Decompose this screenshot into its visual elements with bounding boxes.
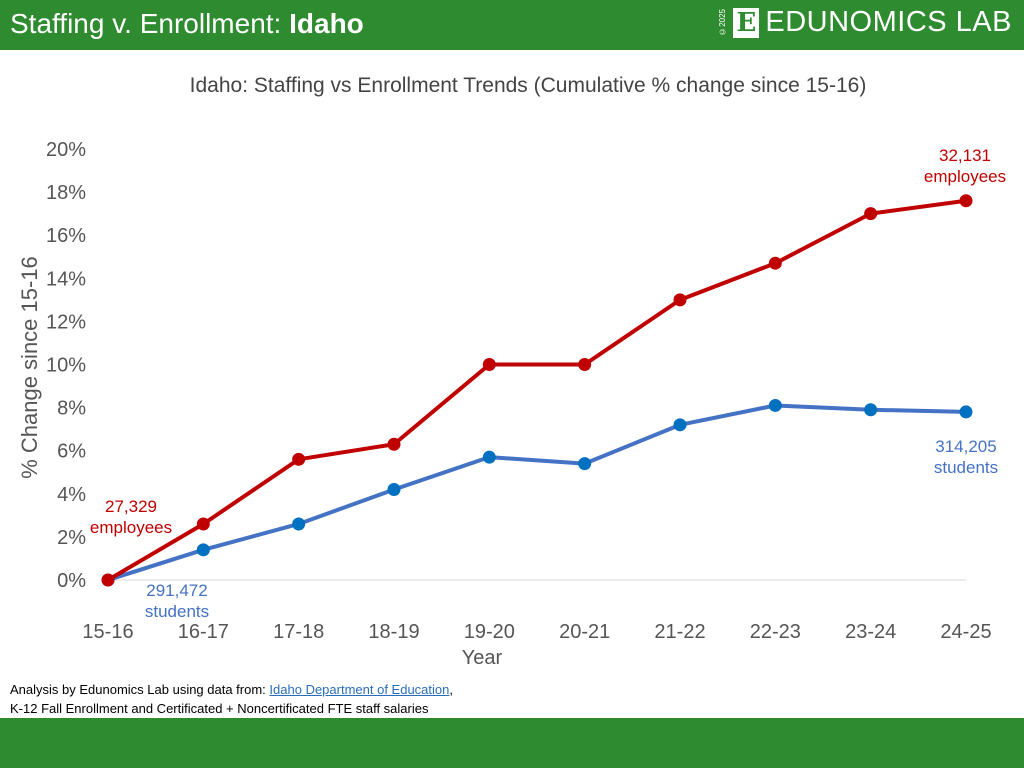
x-tick-label: 22-23: [750, 621, 801, 643]
source-line2: K-12 Fall Enrollment and Certificated + …: [10, 701, 429, 716]
enrollment-start-label: students: [145, 602, 209, 621]
enrollment-end-label: 314,205: [935, 437, 996, 456]
source-link[interactable]: Idaho Department of Education: [269, 682, 450, 697]
chart-title: Idaho: Staffing vs Enrollment Trends (Cu…: [190, 74, 867, 97]
staff-start-label: employees: [90, 518, 172, 537]
y-tick-label: 18%: [46, 182, 86, 204]
enrollment-point: [387, 482, 401, 496]
enrollment-point: [864, 403, 878, 417]
enrollment-point: [959, 405, 973, 419]
x-tick-label: 19-20: [464, 621, 515, 643]
enrollment-end-label: students: [934, 458, 998, 477]
x-tick-label: 21-22: [654, 621, 705, 643]
staff-point: [768, 256, 782, 270]
y-tick-label: 12%: [46, 311, 86, 333]
enrollment-point: [292, 517, 306, 531]
x-tick-label: 18-19: [368, 621, 419, 643]
staff-point: [482, 358, 496, 371]
y-tick-label: 0%: [57, 570, 86, 592]
enrollment-line: [107, 403, 967, 582]
enrollment-point: [768, 398, 782, 412]
title-state: Idaho: [289, 8, 364, 39]
staff-point: [673, 293, 687, 307]
enrollment-point: [196, 543, 210, 557]
staff-start-label: 27,329: [105, 497, 157, 516]
staff-point: [292, 452, 306, 466]
header-bar: Staffing v. Enrollment: Idaho ©2025 E ED…: [0, 0, 1024, 50]
enrollment-point: [578, 457, 592, 471]
staff-point: [578, 358, 592, 371]
staff-point: [864, 207, 878, 221]
page-title: Staffing v. Enrollment: Idaho: [10, 8, 364, 40]
y-tick-label: 6%: [57, 441, 86, 463]
y-axis-label: % Change since 15-16: [17, 256, 42, 479]
staff-end-label: employees: [924, 167, 1006, 186]
x-tick-label: 17-18: [273, 621, 324, 643]
y-tick-label: 2%: [57, 527, 86, 549]
enrollment-start-label: 291,472: [146, 581, 207, 600]
logo-text: EDUNOMICS LAB: [765, 6, 1012, 38]
title-prefix: Staffing v. Enrollment:: [10, 8, 290, 39]
x-tick-label: 15-16: [82, 621, 133, 643]
staff-point: [196, 517, 210, 531]
y-tick-label: 4%: [57, 484, 86, 506]
enrollment-point: [482, 450, 496, 464]
source-note: Analysis by Edunomics Lab using data fro…: [10, 680, 453, 718]
y-tick-label: 20%: [46, 139, 86, 161]
x-tick-label: 24-25: [940, 621, 991, 643]
staff-point: [101, 573, 115, 587]
y-tick-label: 16%: [46, 225, 86, 247]
x-tick-label: 16-17: [178, 621, 229, 643]
staff-end-label: 32,131: [939, 146, 991, 165]
edunomics-logo: ©2025 E EDUNOMICS LAB: [718, 6, 1012, 39]
y-tick-label: 8%: [57, 398, 86, 420]
staff-line: [106, 198, 967, 582]
y-tick-label: 14%: [46, 268, 86, 290]
source-prefix: Analysis by Edunomics Lab using data fro…: [10, 682, 270, 697]
x-tick-label: 23-24: [845, 621, 896, 643]
line-chart: Idaho: Staffing vs Enrollment Trends (Cu…: [17, 74, 1006, 669]
enrollment-point: [673, 418, 687, 432]
y-tick-label: 10%: [46, 355, 86, 377]
x-tick-label: 20-21: [559, 621, 610, 643]
staff-point: [387, 437, 401, 451]
logo-copyright: ©2025: [718, 9, 728, 36]
source-suffix: ,: [449, 682, 453, 697]
footer-bar: [0, 718, 1024, 768]
x-axis-label: Year: [462, 647, 503, 669]
logo-mark: E: [733, 7, 760, 38]
staff-point: [959, 194, 973, 208]
